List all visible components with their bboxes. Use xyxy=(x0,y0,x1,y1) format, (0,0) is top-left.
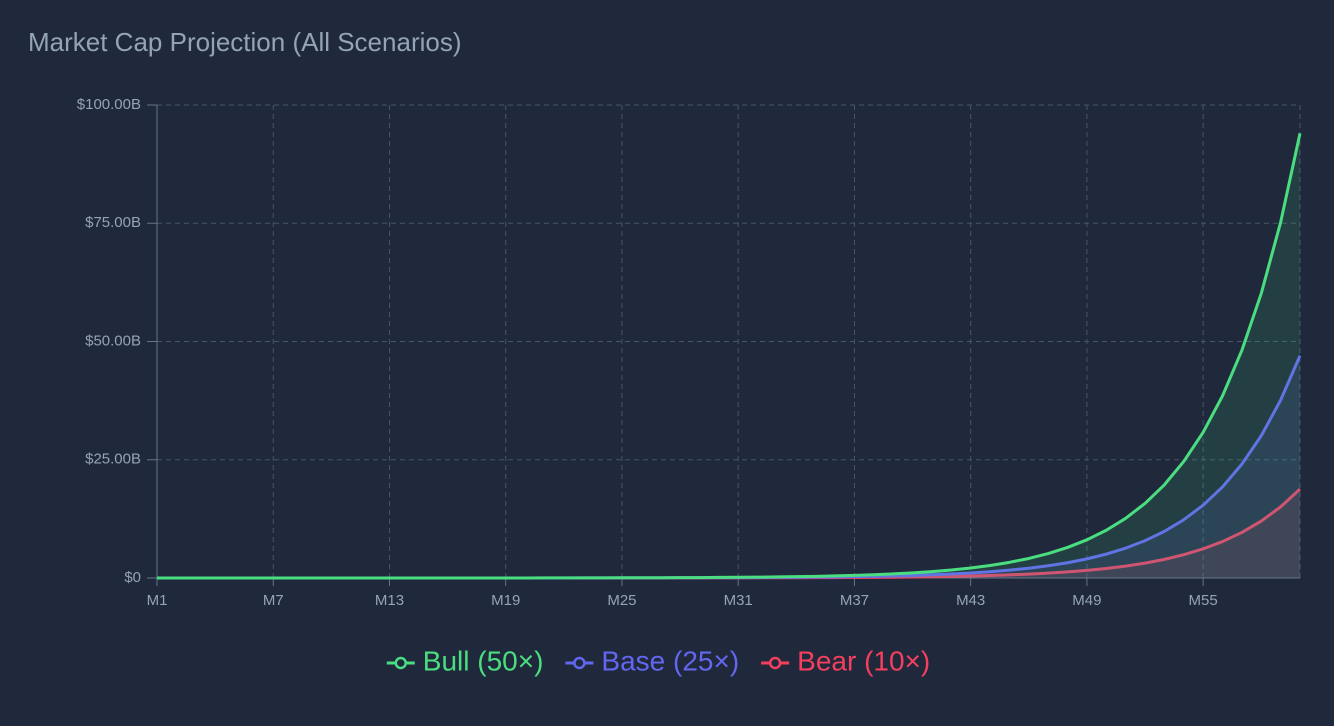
x-tick-label: M43 xyxy=(956,592,985,609)
legend-label: Bear (10×) xyxy=(797,645,930,676)
y-tick-label: $25.00B xyxy=(85,451,141,468)
x-tick-label: M13 xyxy=(375,592,404,609)
x-tick-label: M31 xyxy=(724,592,753,609)
y-tick-label: $75.00B xyxy=(85,214,141,231)
x-tick-label: M37 xyxy=(840,592,869,609)
chart-title: Market Cap Projection (All Scenarios) xyxy=(28,27,462,57)
x-tick-label: M19 xyxy=(491,592,520,609)
legend-label: Bull (50×) xyxy=(423,645,544,676)
legend-item: Bear (10×) xyxy=(761,645,930,676)
legend-marker xyxy=(768,656,782,670)
y-tick-label: $0 xyxy=(124,569,141,586)
y-tick-label: $100.00B xyxy=(77,96,141,113)
series-area xyxy=(157,355,1300,578)
x-tick-label: M1 xyxy=(147,592,168,609)
legend: Bull (50×) Base (25×) Bear (10×) xyxy=(386,645,930,676)
series-area xyxy=(157,489,1300,578)
x-tick-label: M49 xyxy=(1072,592,1101,609)
series-area xyxy=(157,133,1300,578)
y-tick-label: $50.00B xyxy=(85,332,141,349)
x-tick-label: M7 xyxy=(263,592,284,609)
legend-marker xyxy=(394,656,408,670)
x-tick-label: M25 xyxy=(607,592,636,609)
legend-item: Base (25×) xyxy=(565,645,739,676)
series-line xyxy=(157,133,1302,580)
legend-label: Base (25×) xyxy=(601,645,739,676)
legend-marker xyxy=(573,656,586,670)
x-tick-label: M55 xyxy=(1189,592,1218,609)
legend-item: Bull (50×) xyxy=(386,645,544,676)
